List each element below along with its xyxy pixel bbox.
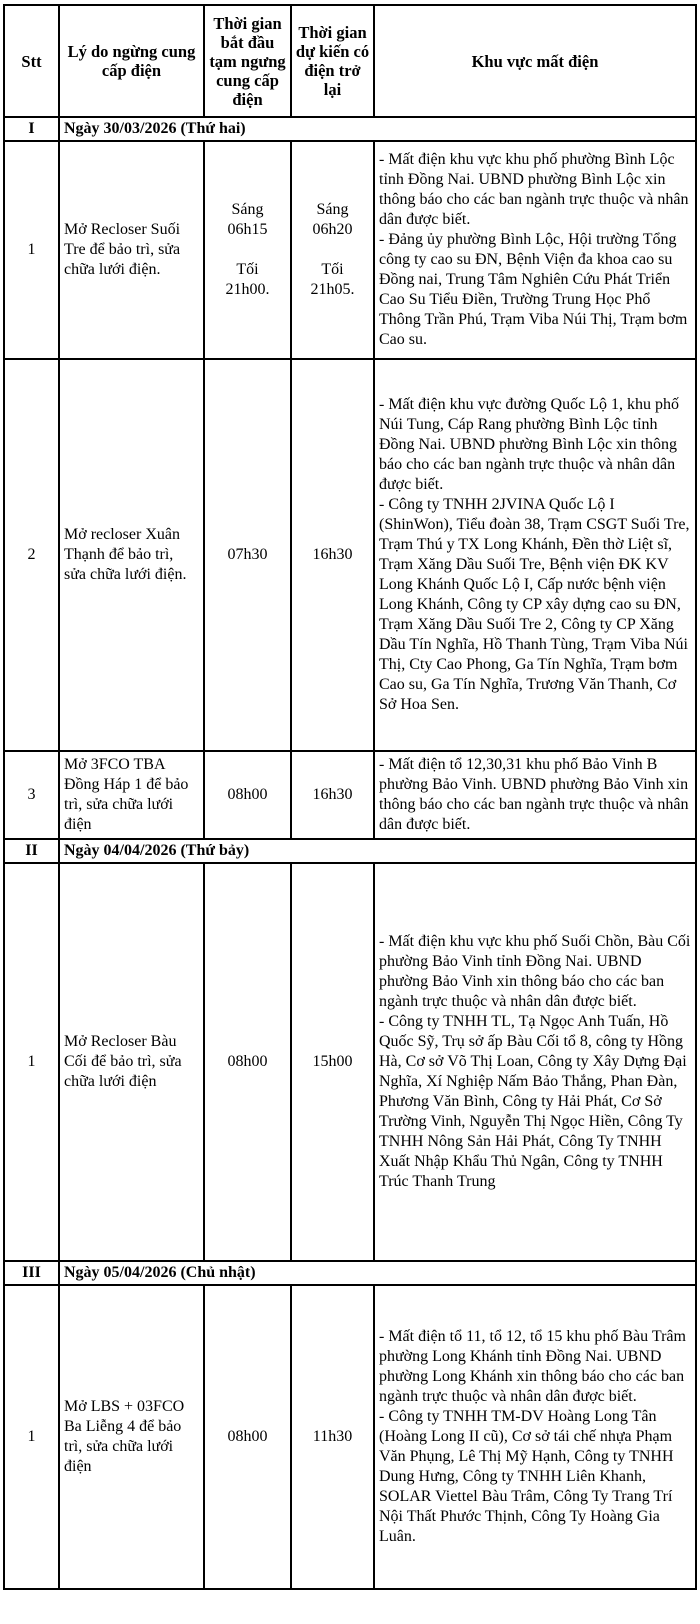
stt-cell: 3 (3, 750, 60, 840)
section-index: III (3, 1260, 60, 1286)
stt-cell: 1 (3, 1284, 60, 1590)
reason-cell: Mở recloser Xuân Thạnh để bảo trì, sửa c… (58, 358, 205, 752)
section-row-1: I Ngày 30/03/2026 (Thứ hai) (3, 116, 697, 142)
area-cell: - Mất điện khu vực khu phố Suối Chồn, Bà… (373, 862, 697, 1262)
restore-time-cell: 16h30 (290, 358, 375, 752)
section-date: Ngày 30/03/2026 (Thứ hai) (58, 116, 697, 142)
stt-cell: 2 (3, 358, 60, 752)
reason-cell: Mở 3FCO TBA Đồng Háp 1 để bảo trì, sửa c… (58, 750, 205, 840)
start-time-cell: Sáng 06h15 Tối 21h00. (203, 140, 292, 360)
table-header-row: Stt Lý do ngừng cung cấp điện Thời gian … (3, 4, 697, 118)
area-cell: - Mất điện tổ 12,30,31 khu phố Bảo Vinh … (373, 750, 697, 840)
section-date: Ngày 04/04/2026 (Thứ bảy) (58, 838, 697, 864)
section-index: I (3, 116, 60, 142)
stt-cell: 1 (3, 140, 60, 360)
table-row: 2 Mở recloser Xuân Thạnh để bảo trì, sửa… (3, 358, 697, 752)
reason-cell: Mở Recloser Suối Tre để bảo trì, sửa chữ… (58, 140, 205, 360)
area-cell: - Mất điện khu vực đường Quốc Lộ 1, khu … (373, 358, 697, 752)
outage-schedule-table: Stt Lý do ngừng cung cấp điện Thời gian … (3, 4, 697, 1590)
section-index: II (3, 838, 60, 864)
restore-time-cell: Sáng 06h20 Tối 21h05. (290, 140, 375, 360)
restore-time-cell: 11h30 (290, 1284, 375, 1590)
start-time-cell: 08h00 (203, 1284, 292, 1590)
header-cell-start-time: Thời gian bắt đầu tạm ngưng cung cấp điệ… (203, 4, 292, 118)
restore-time-cell: 15h00 (290, 862, 375, 1262)
section-row-3: III Ngày 05/04/2026 (Chủ nhật) (3, 1260, 697, 1286)
stt-cell: 1 (3, 862, 60, 1262)
section-row-2: II Ngày 04/04/2026 (Thứ bảy) (3, 838, 697, 864)
area-cell: - Mất điện khu vực khu phố phường Bình L… (373, 140, 697, 360)
header-cell-stt: Stt (3, 4, 60, 118)
restore-time-cell: 16h30 (290, 750, 375, 840)
start-time-cell: 08h00 (203, 862, 292, 1262)
reason-cell: Mở LBS + 03FCO Ba Liễng 4 để bảo trì, sử… (58, 1284, 205, 1590)
header-cell-reason: Lý do ngừng cung cấp điện (58, 4, 205, 118)
table-row: 3 Mở 3FCO TBA Đồng Háp 1 để bảo trì, sửa… (3, 750, 697, 840)
table-row: 1 Mở Recloser Bàu Cối để bảo trì, sửa ch… (3, 862, 697, 1262)
section-date: Ngày 05/04/2026 (Chủ nhật) (58, 1260, 697, 1286)
header-cell-area: Khu vực mất điện (373, 4, 697, 118)
start-time-cell: 08h00 (203, 750, 292, 840)
header-cell-restore-time: Thời gian dự kiến có điện trở lại (290, 4, 375, 118)
table-row: 1 Mở Recloser Suối Tre để bảo trì, sửa c… (3, 140, 697, 360)
table-row: 1 Mở LBS + 03FCO Ba Liễng 4 để bảo trì, … (3, 1284, 697, 1590)
start-time-cell: 07h30 (203, 358, 292, 752)
reason-cell: Mở Recloser Bàu Cối để bảo trì, sửa chữa… (58, 862, 205, 1262)
area-cell: - Mất điện tổ 11, tổ 12, tổ 15 khu phố B… (373, 1284, 697, 1590)
